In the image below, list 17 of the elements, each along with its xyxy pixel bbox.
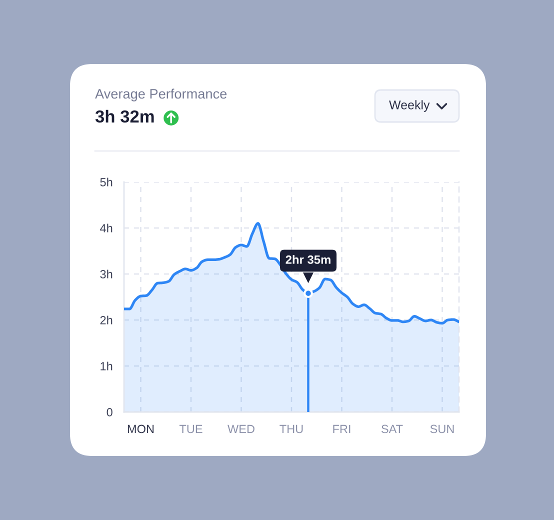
y-tick-label: 4h bbox=[100, 224, 112, 232]
y-tick-label: 3h bbox=[100, 270, 112, 278]
x-tick-label: THU bbox=[280, 424, 303, 434]
x-tick-label: TUE bbox=[179, 424, 202, 434]
x-tick-label: SAT bbox=[381, 424, 403, 434]
text: Weekly bbox=[389, 100, 430, 112]
x-tick-label: MON bbox=[128, 424, 154, 434]
y-tick-label: 2h bbox=[100, 316, 112, 324]
x-tick-label: SUN bbox=[430, 424, 454, 434]
y-tick-label: 1h bbox=[100, 362, 112, 370]
y-tick-label: 0 bbox=[106, 408, 112, 416]
annotation: 2hr 35m bbox=[286, 255, 330, 264]
x-tick-label: WED bbox=[228, 424, 254, 434]
x-tick-label: FRI bbox=[333, 424, 350, 434]
y-tick-label: 5h bbox=[100, 178, 112, 186]
chart-subtitle: 3h 32m bbox=[95, 110, 154, 123]
chart-title: Average Performance bbox=[95, 88, 227, 102]
